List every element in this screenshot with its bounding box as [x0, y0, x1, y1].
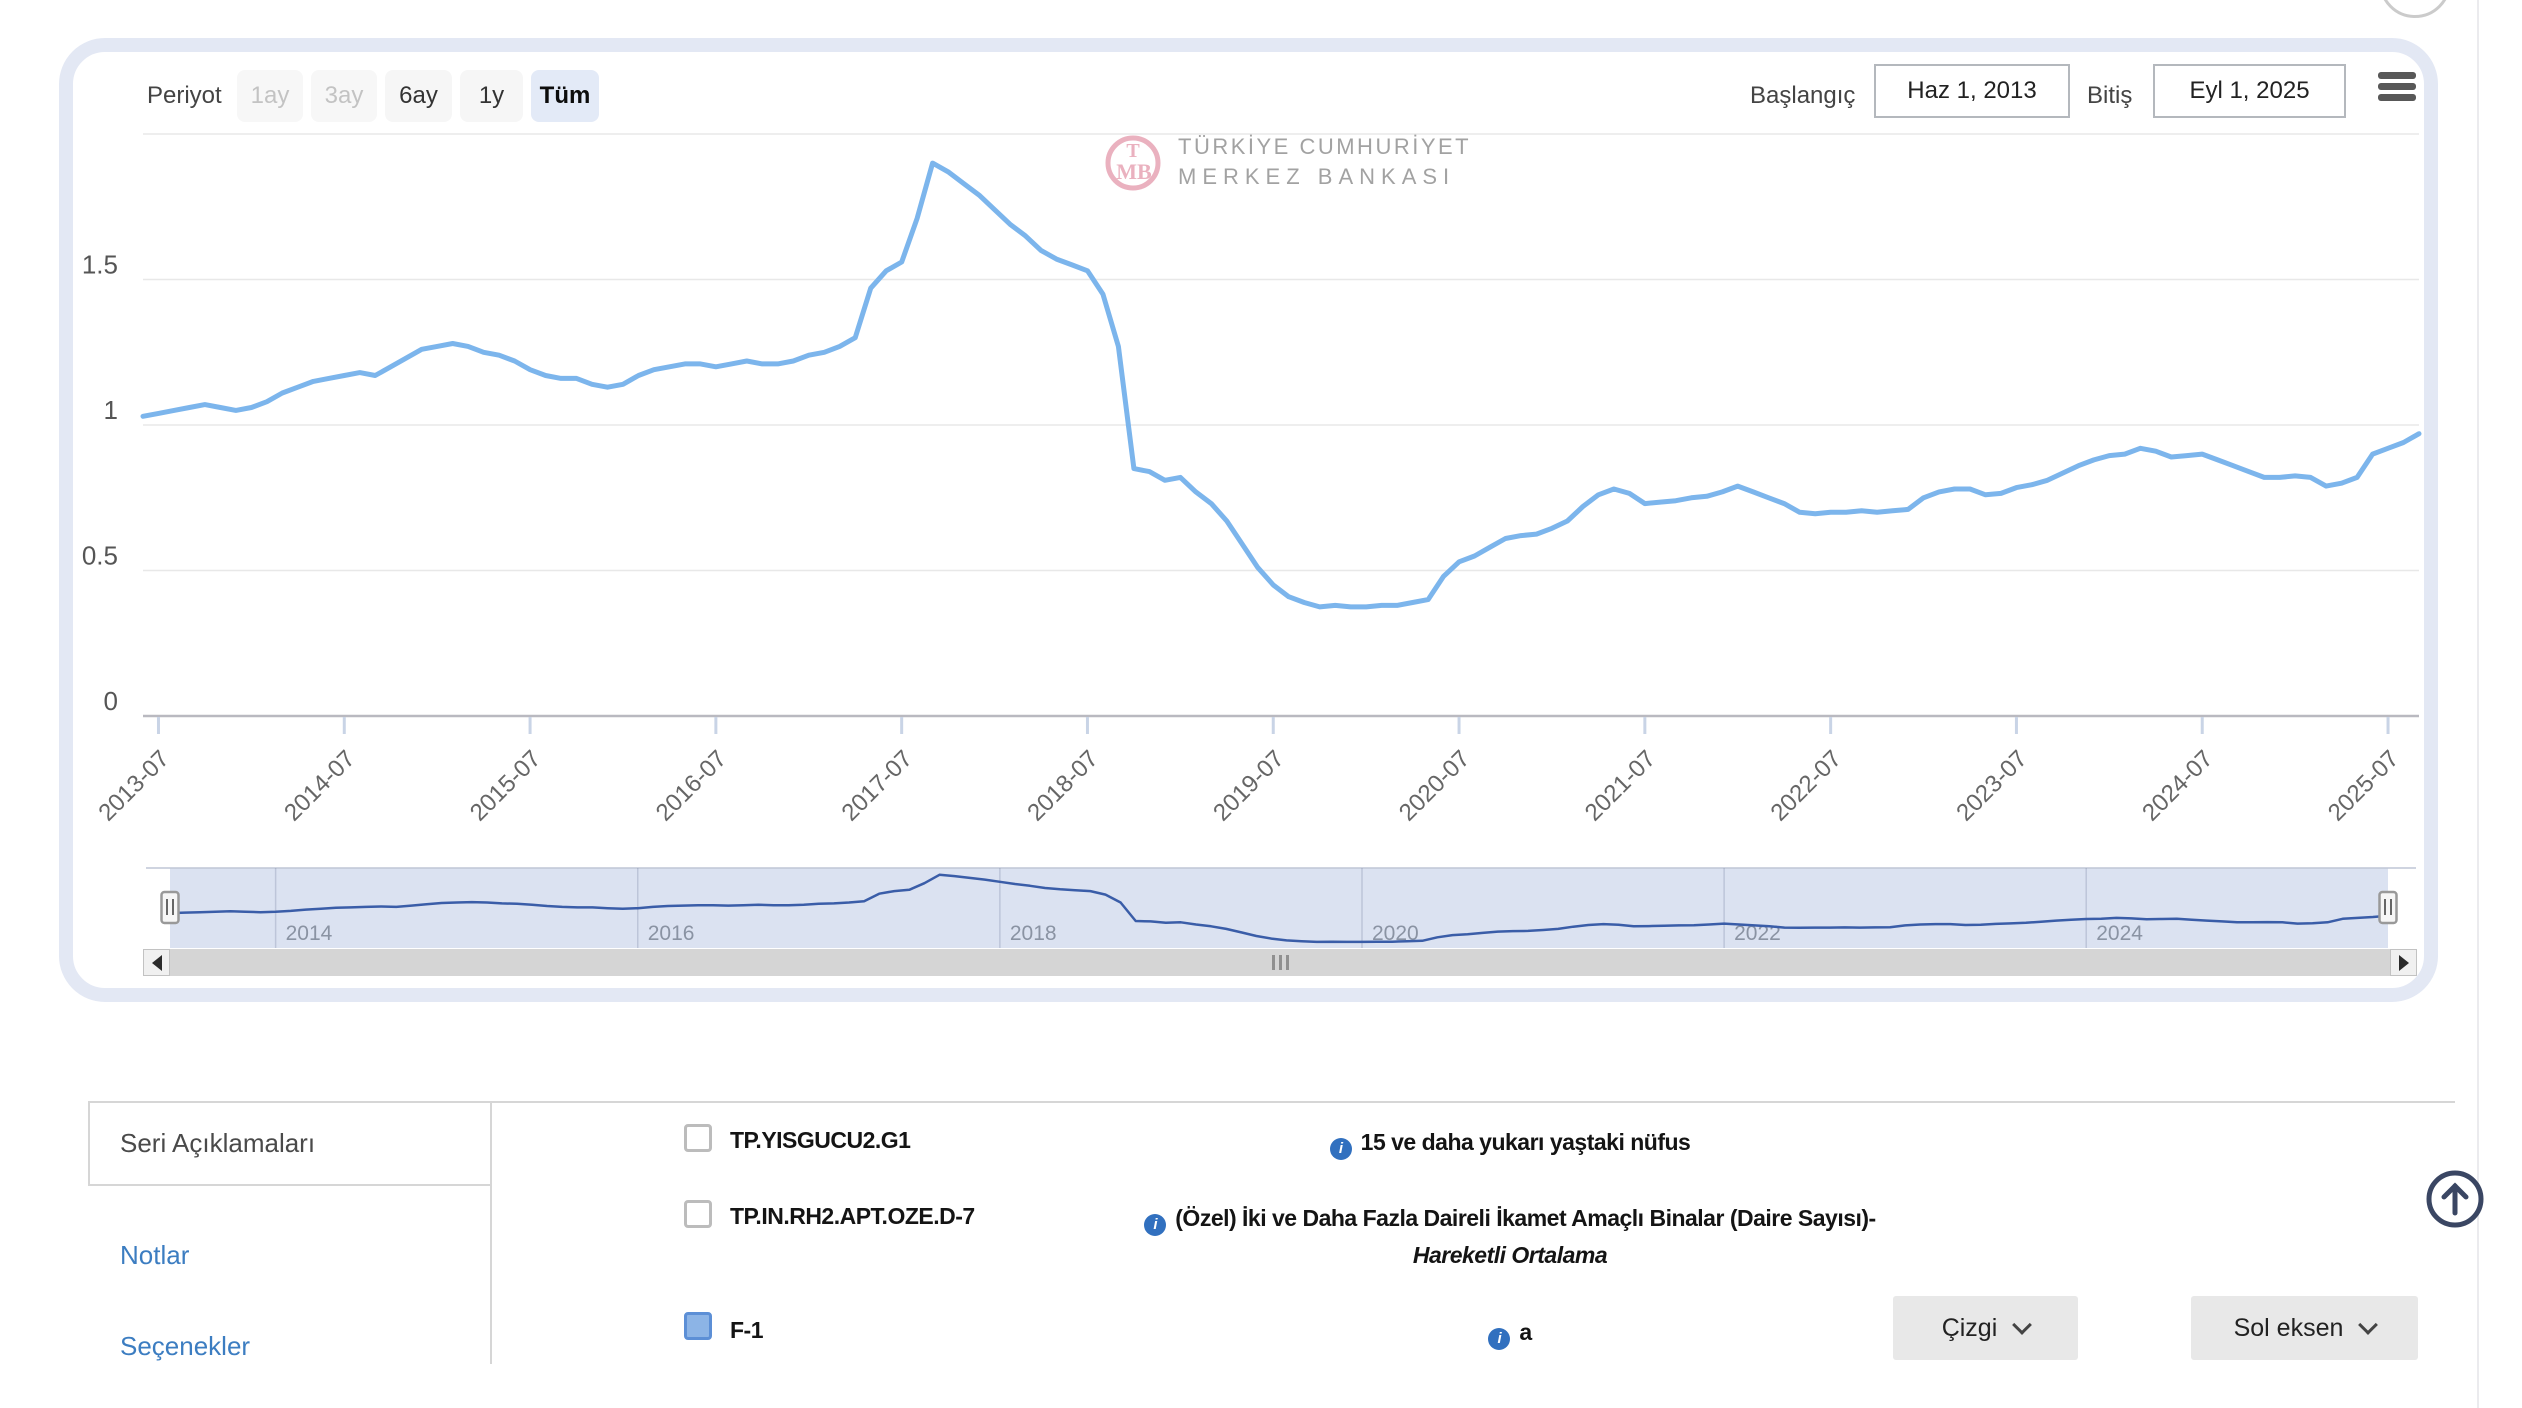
- tcmb-logo-mark: T MB: [1105, 135, 1161, 191]
- scrollbar-grip[interactable]: [1286, 955, 1289, 970]
- period-label: Periyot: [147, 82, 222, 109]
- series-description-1: i 15 ve daha yukarı yaştaki nüfus: [1120, 1124, 1900, 1161]
- tab-secenekler[interactable]: Seçenekler: [120, 1331, 251, 1361]
- end-date-input[interactable]: [2153, 64, 2346, 118]
- svg-text:T: T: [1126, 140, 1140, 162]
- tab-notlar[interactable]: Notlar: [120, 1240, 190, 1270]
- chevron-down-icon: [2358, 1315, 2379, 1335]
- scrollbar-left-arrow-icon[interactable]: [143, 949, 170, 976]
- tab-seri-aciklamalari[interactable]: Seri Açıklamaları: [120, 1128, 316, 1158]
- period-button-6ay[interactable]: 6ay: [385, 70, 452, 122]
- tab-column-right-border: [490, 1101, 492, 1364]
- tab-box-left-border: [88, 1101, 90, 1184]
- logo-line2: MERKEZ BANKASI: [1178, 164, 1456, 189]
- axis-select-dropdown[interactable]: Sol eksen: [2191, 1296, 2418, 1360]
- info-icon[interactable]: i: [1329, 1137, 1352, 1160]
- chevron-down-icon: [2012, 1315, 2033, 1335]
- scroll-to-top-button[interactable]: [2426, 1170, 2484, 1228]
- tab-box-bottom-border: [88, 1184, 490, 1186]
- scrollbar-right-arrow-icon[interactable]: [2390, 949, 2417, 976]
- period-button-1y[interactable]: 1y: [460, 70, 523, 122]
- tcmb-logo: T MB TÜRKİYE CUMHURİYET MERKEZ BANKASI: [1104, 131, 1471, 193]
- series-code-3: F-1: [730, 1317, 764, 1343]
- series-code-2: TP.IN.RH2.APT.OZE.D-7: [730, 1203, 975, 1229]
- scrollbar-grip[interactable]: [1279, 955, 1282, 970]
- period-button-tum[interactable]: Tüm: [531, 70, 599, 122]
- end-date-label: Bitiş: [2087, 82, 2133, 109]
- svg-text:MB: MB: [1116, 159, 1152, 184]
- logo-line1: TÜRKİYE CUMHURİYET: [1178, 134, 1472, 159]
- period-button-3ay[interactable]: 3ay: [311, 70, 377, 122]
- chart-type-dropdown[interactable]: Çizgi: [1893, 1296, 2078, 1360]
- series-checkbox-1[interactable]: [684, 1124, 712, 1152]
- up-arrow-icon: [2441, 1182, 2469, 1216]
- page-right-border: [2477, 0, 2479, 1408]
- partial-circle-decoration: [2379, 0, 2451, 18]
- start-date-label: Başlangıç: [1750, 82, 1856, 109]
- series-code-1: TP.YISGUCU2.G1: [730, 1127, 911, 1153]
- series-checkbox-2[interactable]: [684, 1200, 712, 1228]
- scrollbar-grip[interactable]: [1272, 955, 1275, 970]
- info-icon[interactable]: i: [1488, 1327, 1511, 1350]
- chart-menu-hamburger-icon[interactable]: [2378, 72, 2416, 102]
- series-checkbox-3[interactable]: [684, 1312, 712, 1340]
- start-date-input[interactable]: [1874, 64, 2070, 118]
- panel-top-divider: [88, 1101, 2455, 1103]
- series-description-2: i (Özel) İki ve Daha Fazla Daireli İkamet…: [1120, 1200, 1900, 1274]
- info-icon[interactable]: i: [1144, 1213, 1167, 1236]
- period-button-1ay[interactable]: 1ay: [237, 70, 303, 122]
